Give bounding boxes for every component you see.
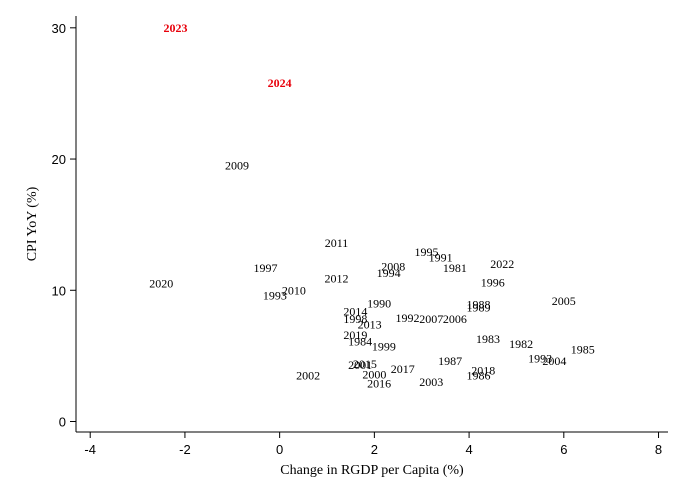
x-tick-label: -4 xyxy=(84,442,96,457)
data-point-label: 1988 xyxy=(467,298,491,312)
data-point-label: 2010 xyxy=(282,283,306,297)
data-point-label: 1999 xyxy=(372,340,396,354)
x-axis-ticks: -4 -2 0 2 4 6 8 xyxy=(84,432,662,457)
data-point-label: 2016 xyxy=(367,376,391,390)
data-point-label: 2022 xyxy=(490,257,514,271)
data-point-label: 2011 xyxy=(325,236,349,250)
x-tick-label: 4 xyxy=(465,442,472,457)
data-point-label: 1984 xyxy=(348,334,372,348)
data-point-label: 1998 xyxy=(343,312,367,326)
data-point-label: 2019 xyxy=(343,328,367,342)
axes xyxy=(75,16,668,433)
data-point-label: 2007 xyxy=(419,312,443,326)
data-point-label: 2023 xyxy=(163,21,187,35)
data-point-label: 2009 xyxy=(225,159,249,173)
x-tick-label: 0 xyxy=(276,442,283,457)
data-point-label: 1989 xyxy=(467,300,491,314)
data-point-label: 2002 xyxy=(296,369,320,383)
data-point-label: 1997 xyxy=(253,261,277,275)
x-tick-label: 6 xyxy=(560,442,567,457)
data-point-label: 2012 xyxy=(324,271,348,285)
data-point-label: 1994 xyxy=(377,266,401,280)
data-point-label: 1986 xyxy=(467,369,491,383)
data-point-label: 1993 xyxy=(528,352,552,366)
data-point-label: 2003 xyxy=(419,375,443,389)
x-tick-label: 2 xyxy=(371,442,378,457)
data-point-label: 2024 xyxy=(268,76,292,90)
data-point-label: 1995 xyxy=(414,245,438,259)
data-point-label: 2004 xyxy=(542,354,566,368)
y-axis-ticks: 0 10 20 30 xyxy=(52,21,76,430)
data-point-label: 2008 xyxy=(381,260,405,274)
y-tick-label: 20 xyxy=(52,152,66,167)
y-tick-label: 0 xyxy=(59,415,66,430)
data-point-label: 2001 xyxy=(348,358,372,372)
data-point-label: 1991 xyxy=(429,250,453,264)
data-point-label: 1985 xyxy=(571,342,595,356)
data-point-label: 1996 xyxy=(481,275,505,289)
data-point-label: 2013 xyxy=(358,317,382,331)
data-point-label: 2006 xyxy=(443,312,467,326)
data-point-label: 1982 xyxy=(509,337,533,351)
data-point-label: 2014 xyxy=(343,304,367,318)
data-point-label: 1993 xyxy=(263,289,287,303)
data-point-label: 1992 xyxy=(396,311,420,325)
data-point-label: 2017 xyxy=(391,362,415,376)
x-axis-title: Change in RGDP per Capita (%) xyxy=(280,463,464,478)
y-axis-title: CPI YoY (%) xyxy=(25,186,40,261)
y-tick-label: 10 xyxy=(52,283,66,298)
data-point-label: 2005 xyxy=(552,294,576,308)
data-point-label: 2000 xyxy=(362,367,386,381)
x-tick-label: -2 xyxy=(179,442,191,457)
data-point-label: 1981 xyxy=(443,261,467,275)
y-tick-label: 30 xyxy=(52,21,66,36)
data-point-label: 1987 xyxy=(438,354,462,368)
data-point-label: 2015 xyxy=(353,357,377,371)
data-point-label: 2020 xyxy=(149,277,173,291)
data-point-label: 2018 xyxy=(471,363,495,377)
data-point-label: 1990 xyxy=(367,296,391,310)
data-point-label: 1983 xyxy=(476,332,500,346)
x-tick-label: 8 xyxy=(655,442,662,457)
